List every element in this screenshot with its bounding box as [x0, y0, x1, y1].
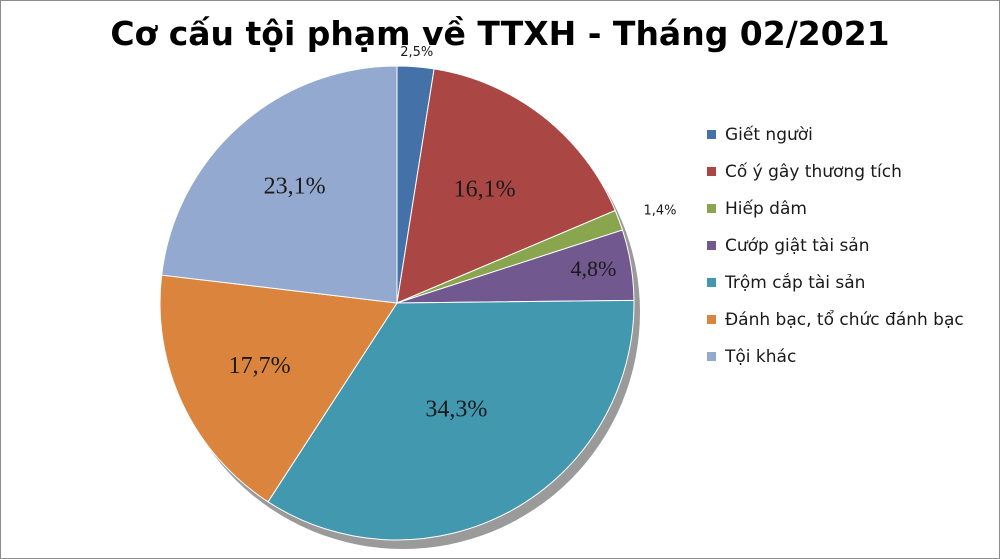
- legend-item-co-y-gay-thuong-tich[interactable]: Cố ý gây thương tích: [707, 153, 964, 190]
- legend-label: Giết người: [725, 124, 813, 145]
- legend-label: Trộm cắp tài sản: [725, 272, 866, 293]
- legend-item-toi-khac[interactable]: Tội khác: [707, 338, 964, 375]
- data-label-trom-cap-tai-san: 34,3%: [425, 396, 487, 422]
- legend-swatch: [707, 352, 716, 361]
- legend-item-cuop-giat-tai-san[interactable]: Cướp giật tài sản: [707, 227, 964, 264]
- chart-title: Cơ cấu tội phạm về TTXH - Tháng 02/2021: [110, 14, 890, 53]
- pie-slice-trom-cap-tai-san[interactable]: [267, 299, 635, 541]
- data-label-danh-bac-to-chuc-danh-bac: 17,7%: [229, 353, 291, 379]
- legend-label: Hiếp dâm: [725, 198, 807, 219]
- legend-label: Tội khác: [725, 346, 797, 367]
- pie-slice-co-y-gay-thuong-tich[interactable]: [396, 68, 616, 304]
- legend-item-hiep-dam[interactable]: Hiếp dâm: [707, 190, 964, 227]
- chart-legend: Giết người Cố ý gây thương tích Hiếp dâm Cư…: [707, 116, 964, 375]
- data-label-co-y-gay-thuong-tich: 16,1%: [454, 176, 516, 202]
- data-label-hiep-dam: 1,4%: [643, 204, 676, 219]
- legend-swatch: [707, 278, 716, 287]
- data-label-toi-khac: 23,1%: [264, 173, 326, 199]
- pie-slice-danh-bac-to-chuc-danh-bac[interactable]: [159, 274, 398, 503]
- legend-item-danh-bac-to-chuc-danh-bac[interactable]: Đánh bạc, tổ chức đánh bạc: [707, 301, 964, 338]
- legend-swatch: [707, 167, 716, 176]
- legend-label: Cố ý gây thương tích: [725, 161, 902, 182]
- legend-label: Cướp giật tài sản: [725, 235, 870, 256]
- legend-swatch: [707, 241, 716, 250]
- data-label-cuop-giat-tai-san: 4,8%: [571, 256, 617, 281]
- data-label-giet-nguoi: 2,5%: [400, 45, 433, 60]
- legend-label: Đánh bạc, tổ chức đánh bạc: [725, 309, 964, 330]
- legend-item-trom-cap-tai-san[interactable]: Trộm cắp tài sản: [707, 264, 964, 301]
- legend-swatch: [707, 204, 716, 213]
- legend-swatch: [707, 315, 716, 324]
- legend-swatch: [707, 130, 716, 139]
- legend-item-giet-nguoi[interactable]: Giết người: [707, 116, 964, 153]
- pie-slice-toi-khac[interactable]: [161, 65, 398, 304]
